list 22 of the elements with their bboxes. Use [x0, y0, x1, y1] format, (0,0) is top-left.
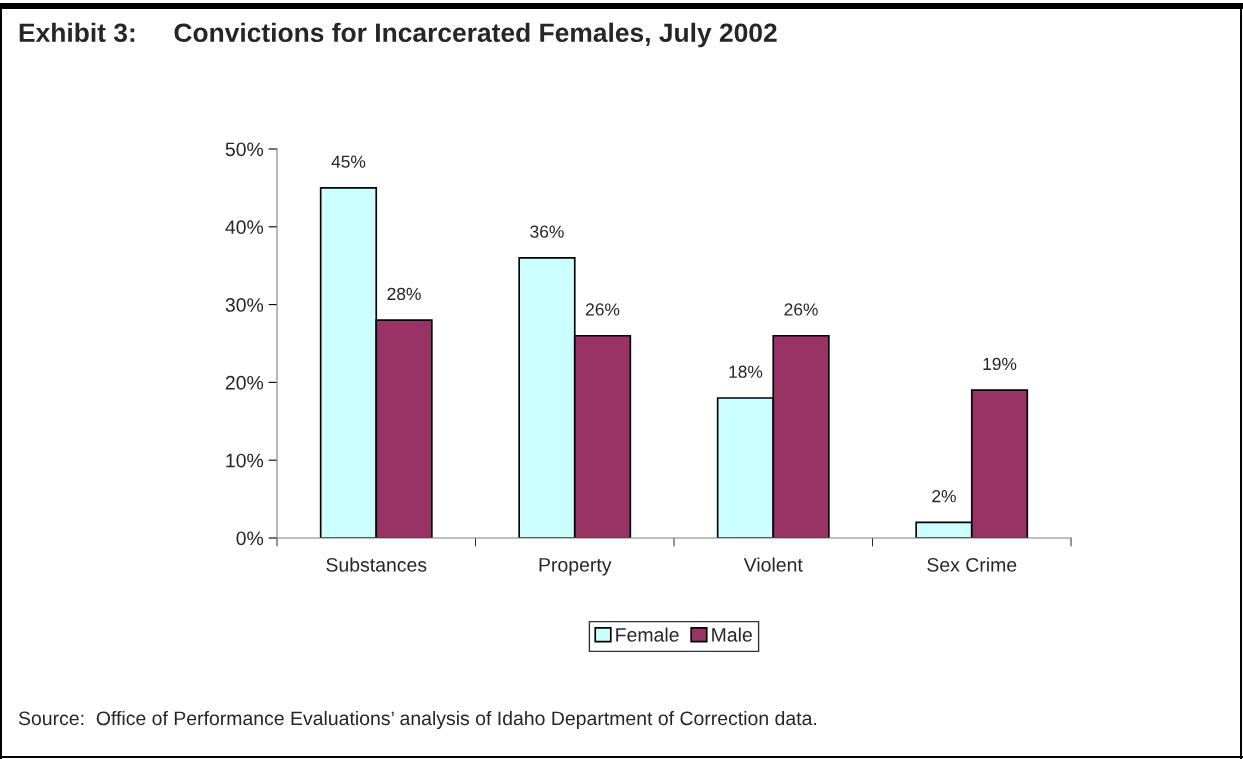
y-tick-label: 20%	[225, 375, 264, 390]
y-tick-label: 40%	[225, 220, 264, 235]
y-tick-label: 0%	[236, 531, 264, 546]
legend-label: Male	[712, 627, 752, 642]
legend-label: Female	[616, 627, 679, 642]
data-label: 28%	[387, 287, 421, 301]
data-label: 45%	[331, 155, 366, 168]
data-label: 26%	[784, 303, 818, 316]
chart-title: Exhibit 3: Convictions for Incarcerated Females, July 2002	[19, 22, 777, 48]
data-label: 19%	[983, 357, 1017, 371]
source-note: Source: Office of Performance Evaluations’ analysis of Idaho Department of Correction data.	[18, 710, 817, 730]
y-tick-label: 10%	[226, 453, 264, 468]
data-label: 2%	[932, 490, 956, 503]
x-tick-label: Violent	[743, 557, 803, 572]
data-label: 36%	[530, 225, 564, 238]
data-label: 18%	[729, 365, 763, 378]
x-tick-label: Property	[539, 558, 612, 576]
y-tick-label: 30%	[225, 298, 264, 312]
x-tick-label: Sex Crime	[927, 557, 1017, 572]
data-label: 26%	[586, 303, 620, 316]
x-tick-label: Substances	[326, 557, 427, 572]
y-tick-label: 50%	[225, 142, 264, 157]
